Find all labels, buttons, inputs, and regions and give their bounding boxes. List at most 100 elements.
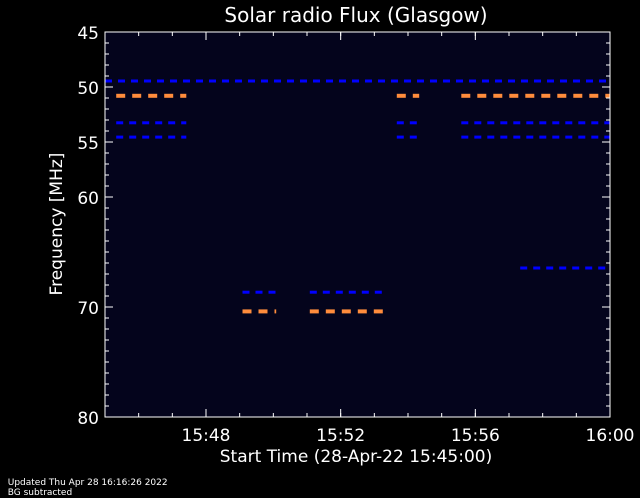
emission-segment	[373, 309, 383, 314]
emission-segment	[598, 266, 606, 270]
emission-segment	[168, 121, 176, 125]
emission-segment	[391, 79, 398, 83]
emission-segment	[586, 79, 593, 83]
emission-segment	[526, 135, 534, 139]
emission-segment	[409, 135, 417, 139]
emission-segment	[170, 79, 177, 83]
emission-segment	[378, 79, 385, 83]
emission-segment	[572, 266, 580, 270]
emission-segment	[487, 121, 495, 125]
emission-segment	[348, 290, 356, 294]
emission-segment	[129, 135, 137, 139]
spectrogram-chart: 45 50 55 60 70 80 15:48 15:52 15:56 16:00 Solar r…	[47, 3, 635, 467]
emission-segment	[326, 79, 333, 83]
emission-segment	[482, 79, 489, 83]
x-tick-label: 15:48	[182, 426, 231, 446]
emission-band-13	[309, 309, 383, 314]
emission-segment	[552, 121, 560, 125]
emission-segment	[520, 266, 528, 270]
emission-segment	[461, 135, 469, 139]
emission-band-11	[309, 290, 382, 294]
emission-segment	[242, 309, 252, 314]
emission-band-4	[116, 121, 187, 125]
emission-segment	[521, 79, 528, 83]
emission-segment	[559, 266, 567, 270]
y-tick-label: 80	[77, 409, 99, 429]
emission-segment	[474, 121, 482, 125]
emission-segment	[341, 309, 351, 314]
emission-band-7	[116, 135, 187, 139]
emission-segment	[578, 121, 586, 125]
emission-segment	[578, 135, 586, 139]
emission-segment	[255, 290, 263, 294]
background-note: BG subtracted	[7, 488, 73, 498]
emission-segment	[469, 79, 476, 83]
emission-segment	[258, 309, 268, 314]
emission-segment	[509, 93, 519, 98]
emission-segment	[313, 79, 320, 83]
y-tick-label: 70	[77, 299, 99, 319]
emission-segment	[443, 79, 450, 83]
emission-segment	[396, 93, 406, 98]
chart-title: Solar radio Flux (Glasgow)	[224, 3, 487, 27]
emission-segment	[547, 79, 554, 83]
emission-segment	[155, 121, 163, 125]
plot-area	[105, 32, 610, 417]
emission-segment	[222, 79, 229, 83]
emission-segment	[533, 266, 541, 270]
emission-segment	[591, 121, 599, 125]
emission-features	[105, 79, 610, 314]
emission-segment	[591, 135, 599, 139]
emission-segment	[546, 266, 554, 270]
emission-segment	[132, 93, 142, 98]
x-tick-label: 15:52	[316, 426, 365, 446]
emission-segment	[181, 135, 187, 139]
emission-segment	[118, 79, 125, 83]
y-tick-label: 60	[77, 189, 99, 209]
emission-band-3	[461, 93, 610, 98]
emission-segment	[168, 135, 176, 139]
emission-segment	[412, 93, 420, 98]
emission-band-9	[461, 135, 610, 139]
emission-segment	[365, 79, 372, 83]
emission-band-6	[461, 121, 610, 125]
emission-segment	[357, 309, 367, 314]
emission-segment	[604, 121, 610, 125]
emission-segment	[513, 121, 521, 125]
emission-segment	[180, 93, 187, 98]
emission-segment	[560, 79, 567, 83]
emission-segment	[461, 93, 471, 98]
emission-band-14	[520, 266, 606, 270]
emission-segment	[268, 290, 276, 294]
emission-segment	[541, 93, 551, 98]
emission-band-5	[396, 121, 417, 125]
emission-segment	[508, 79, 515, 83]
emission-segment	[105, 79, 112, 83]
emission-segment	[456, 79, 463, 83]
x-tick-label: 16:00	[586, 426, 635, 446]
emission-segment	[142, 121, 150, 125]
emission-band-12	[242, 309, 277, 314]
emission-segment	[131, 79, 138, 83]
emission-segment	[129, 121, 137, 125]
emission-segment	[396, 121, 404, 125]
emission-segment	[196, 79, 203, 83]
y-axis-label: Frequency [MHz]	[47, 153, 67, 296]
emission-segment	[274, 79, 281, 83]
x-axis-label: Start Time (28-Apr-22 15:45:00)	[220, 447, 492, 467]
emission-segment	[585, 266, 593, 270]
emission-segment	[493, 93, 503, 98]
emission-segment	[148, 93, 158, 98]
emission-segment	[557, 93, 567, 98]
emission-segment	[605, 93, 610, 98]
emission-segment	[352, 79, 359, 83]
emission-band-8	[396, 135, 417, 139]
emission-segment	[396, 135, 404, 139]
emission-segment	[500, 135, 508, 139]
axes: 45 50 55 60 70 80 15:48 15:52 15:56 16:00	[77, 24, 634, 446]
emission-segment	[116, 121, 124, 125]
emission-segment	[461, 121, 469, 125]
emission-segment	[300, 79, 307, 83]
axes-frame	[104, 31, 611, 418]
emission-segment	[589, 93, 599, 98]
